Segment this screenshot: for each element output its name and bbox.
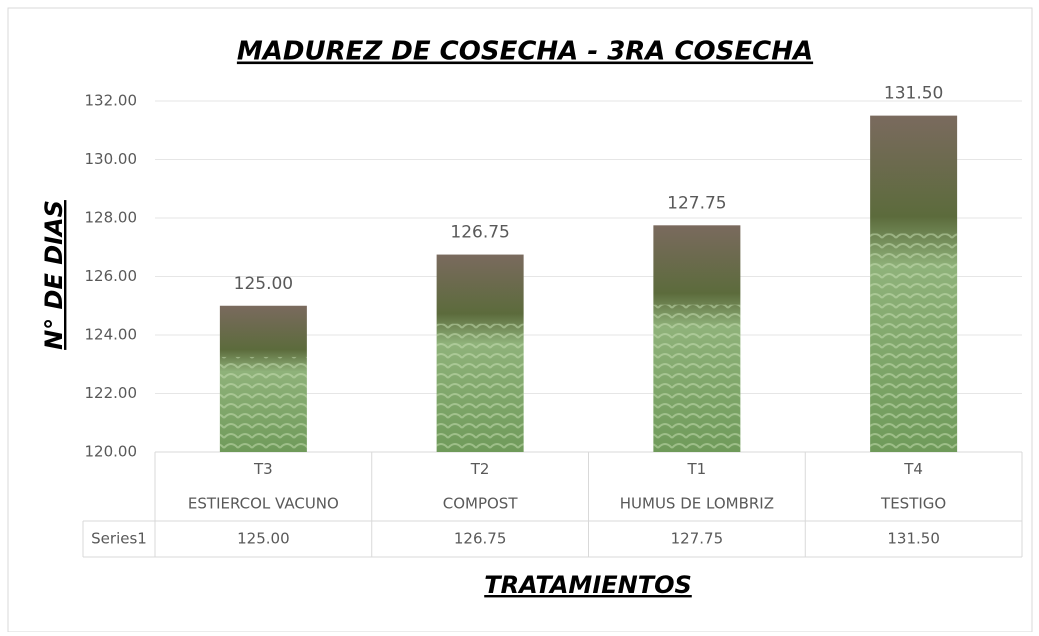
bar-texture <box>870 233 958 452</box>
bar-texture <box>219 356 307 452</box>
y-tick-label: 132.00 <box>85 92 138 110</box>
x-axis-title: TRATAMIENTOS <box>484 571 692 599</box>
table-value: 127.75 <box>671 530 724 548</box>
bar-texture <box>436 323 524 452</box>
data-label: 126.75 <box>450 223 509 243</box>
table-value: 126.75 <box>454 530 507 548</box>
x-tick-sublabel: TESTIGO <box>880 495 946 513</box>
y-axis-title: N° DE DIAS <box>40 200 68 350</box>
table-series-name: Series1 <box>91 530 147 548</box>
data-label: 131.50 <box>884 84 943 104</box>
data-label: 127.75 <box>667 193 726 213</box>
y-tick-label: 120.00 <box>85 443 138 461</box>
x-tick-label: T2 <box>470 460 490 478</box>
x-tick-sublabel: HUMUS DE LOMBRIZ <box>620 495 774 513</box>
x-tick-label: T1 <box>687 460 707 478</box>
data-label: 125.00 <box>234 274 293 294</box>
y-tick-label: 122.00 <box>85 384 138 402</box>
x-tick-label: T4 <box>903 460 923 478</box>
y-tick-label: 130.00 <box>85 150 138 168</box>
chart-title: MADUREZ DE COSECHA - 3RA COSECHA <box>237 37 813 67</box>
y-tick-label: 126.00 <box>85 267 138 285</box>
table-value: 125.00 <box>237 530 290 548</box>
x-tick-sublabel: ESTIERCOL VACUNO <box>188 495 339 513</box>
x-tick-label: T3 <box>253 460 273 478</box>
y-tick-label: 124.00 <box>85 326 138 344</box>
bar-texture <box>653 304 741 452</box>
y-tick-label: 128.00 <box>85 209 138 227</box>
table-value: 131.50 <box>887 530 940 548</box>
x-tick-sublabel: COMPOST <box>443 495 519 513</box>
